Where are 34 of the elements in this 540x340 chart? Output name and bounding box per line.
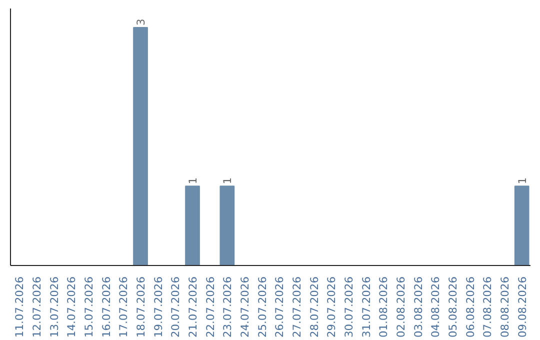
x-tick-label: 11.07.2026 bbox=[13, 276, 26, 338]
x-tick-label: 27.07.2026 bbox=[290, 276, 304, 338]
x-tick-label: 05.08.2026 bbox=[446, 276, 460, 338]
x-tick-label: 24.07.2026 bbox=[238, 276, 252, 338]
x-tick-label: 09.08.2026 bbox=[516, 276, 529, 338]
x-tick-label: 25.07.2026 bbox=[256, 276, 269, 338]
x-tick-label: 08.08.2026 bbox=[498, 276, 512, 338]
x-tick-label: 04.08.2026 bbox=[429, 276, 442, 338]
data-label: 3 bbox=[134, 18, 148, 26]
data-label: 1 bbox=[516, 177, 529, 184]
x-tick-label: 19.07.2026 bbox=[152, 276, 165, 338]
x-tick-label: 28.07.2026 bbox=[308, 276, 321, 338]
x-tick-label: 22.07.2026 bbox=[204, 276, 217, 338]
x-tick-label: 20.07.2026 bbox=[169, 276, 182, 338]
x-tick-label: 21.07.2026 bbox=[186, 276, 200, 338]
data-label: 1 bbox=[221, 177, 234, 184]
x-tick-label: 15.07.2026 bbox=[82, 276, 96, 338]
x-tick-label: 06.08.2026 bbox=[464, 276, 477, 338]
x-tick-label: 31.07.2026 bbox=[360, 276, 373, 338]
x-tick-label: 30.07.2026 bbox=[342, 276, 356, 338]
x-tick-label: 14.07.2026 bbox=[65, 276, 78, 338]
data-label: 1 bbox=[186, 177, 200, 184]
x-tick-label: 26.07.2026 bbox=[273, 276, 286, 338]
x-tick-label: 01.08.2026 bbox=[377, 276, 390, 338]
x-tick-label: 23.07.2026 bbox=[221, 276, 234, 338]
x-tick-label: 07.08.2026 bbox=[481, 276, 494, 338]
x-tick-label: 18.07.2026 bbox=[134, 276, 148, 338]
x-tick-label: 16.07.2026 bbox=[100, 276, 113, 338]
x-tick-label: 02.08.2026 bbox=[394, 276, 408, 338]
x-tick-label: 03.08.2026 bbox=[412, 276, 425, 338]
x-tick-label: 12.07.2026 bbox=[30, 276, 44, 338]
x-tick-label: 17.07.2026 bbox=[117, 276, 130, 338]
x-tick-label: 13.07.2026 bbox=[48, 276, 61, 338]
x-tick-label: 29.07.2026 bbox=[325, 276, 338, 338]
